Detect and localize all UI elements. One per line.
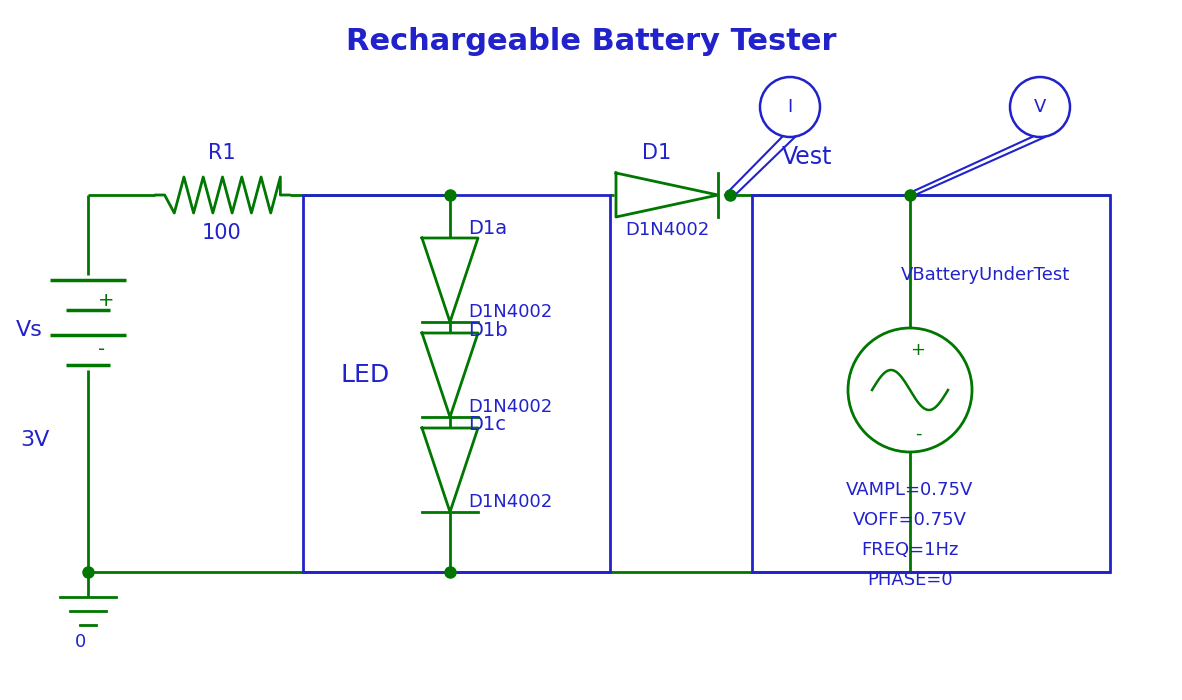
- Text: +: +: [98, 290, 115, 309]
- Text: 100: 100: [202, 223, 242, 243]
- Text: 0: 0: [74, 633, 85, 651]
- Text: -: -: [915, 425, 921, 443]
- Text: FREQ=1Hz: FREQ=1Hz: [862, 541, 959, 559]
- Text: D1: D1: [642, 143, 671, 163]
- Text: -: -: [98, 340, 105, 360]
- Text: R1: R1: [208, 143, 236, 163]
- Text: D1b: D1b: [468, 321, 507, 340]
- Text: VOFF=0.75V: VOFF=0.75V: [853, 511, 967, 529]
- Text: D1N4002: D1N4002: [625, 221, 709, 239]
- Text: LED: LED: [340, 363, 390, 387]
- Text: V: V: [1034, 98, 1046, 116]
- Text: D1N4002: D1N4002: [468, 303, 552, 321]
- Text: D1c: D1c: [468, 416, 506, 435]
- Text: D1N4002: D1N4002: [468, 398, 552, 416]
- Text: 3V: 3V: [20, 430, 50, 450]
- Text: +: +: [910, 341, 926, 359]
- Text: D1a: D1a: [468, 218, 507, 237]
- Text: VBatteryUnderTest: VBatteryUnderTest: [901, 266, 1070, 284]
- Bar: [752, 195, 1110, 572]
- Text: Vest: Vest: [782, 145, 832, 169]
- Text: PHASE=0: PHASE=0: [868, 571, 953, 589]
- Text: I: I: [787, 98, 793, 116]
- Bar: [303, 195, 610, 572]
- Text: VAMPL=0.75V: VAMPL=0.75V: [846, 481, 974, 499]
- Text: Vs: Vs: [17, 320, 43, 340]
- Text: Rechargeable Battery Tester: Rechargeable Battery Tester: [346, 27, 836, 57]
- Text: D1N4002: D1N4002: [468, 493, 552, 511]
